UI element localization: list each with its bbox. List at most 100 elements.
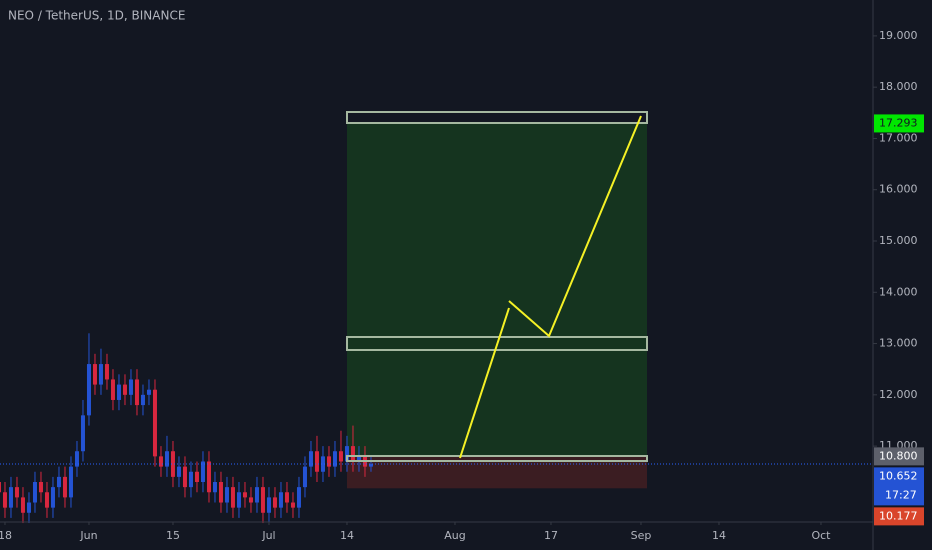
x-tick-label: 15 [166, 529, 180, 542]
y-tick-label: 14.000 [879, 285, 918, 298]
candle-body [116, 384, 121, 400]
candle-body [44, 492, 49, 508]
rectangle-drawing [346, 455, 648, 462]
candle-body [86, 364, 91, 416]
candle-body [140, 394, 145, 406]
candles [0, 333, 373, 524]
candle-body [248, 497, 253, 503]
x-tick-label: Sep [631, 529, 652, 542]
y-tick-label: 19.000 [879, 29, 918, 42]
y-tick-label: 12.000 [879, 388, 918, 401]
candle-body [134, 379, 139, 406]
candle-body [80, 415, 85, 452]
rectangle-drawing [346, 336, 648, 351]
candle-body [332, 451, 337, 467]
candle-body [98, 364, 103, 385]
candle-body [320, 456, 325, 472]
candle-body [260, 487, 265, 513]
price-label-box [874, 114, 924, 133]
candle-body [188, 471, 193, 488]
candle-body [296, 487, 301, 508]
candle-body [50, 487, 55, 508]
drawings [346, 111, 648, 462]
candle-body [152, 389, 157, 457]
candle-body [8, 487, 13, 508]
price-label-box [874, 447, 924, 466]
candle-body [236, 492, 241, 508]
y-tick-label: 18.000 [879, 80, 918, 93]
candle-body [146, 389, 151, 395]
candle-body [182, 466, 187, 488]
candle-body [254, 487, 259, 503]
chart-title: NEO / TetherUS, 1D, BINANCE [8, 9, 185, 23]
candle-body [326, 456, 331, 467]
price-label: 10.177 [879, 509, 918, 522]
candle-body [212, 482, 217, 493]
candle-body [122, 384, 127, 395]
candle-body [314, 451, 319, 472]
candle-body [0, 482, 1, 493]
x-tick-label: Jul [261, 529, 275, 542]
price-label: 10.652 [879, 469, 918, 482]
candle-body [206, 461, 211, 493]
candle-body [284, 492, 289, 503]
x-tick-label: Oct [811, 529, 831, 542]
candle-body [278, 492, 283, 508]
candle-body [242, 492, 247, 498]
x-tick-label: 14 [340, 529, 354, 542]
y-tick-label: 15.000 [879, 234, 918, 247]
candle-body [62, 476, 67, 498]
x-tick-label: Jun [79, 529, 97, 542]
candle-body [368, 464, 373, 467]
x-tick-label: Aug [444, 529, 465, 542]
candle-body [38, 482, 43, 493]
x-tick-label: 18 [0, 529, 12, 542]
price-label: 10.800 [879, 449, 918, 462]
rectangle-drawing [346, 111, 648, 124]
y-tick-label: 16.000 [879, 183, 918, 196]
path-drawing [459, 307, 510, 459]
profit-zone [347, 123, 647, 457]
candle-body [224, 487, 229, 503]
candle-body [26, 502, 31, 513]
candle-body [356, 456, 361, 462]
candle-body [104, 364, 109, 380]
price-label-box [874, 507, 924, 526]
candle-body [302, 466, 307, 488]
price-label: 17.293 [879, 116, 918, 129]
candle-body [200, 461, 205, 483]
candle-body [74, 451, 79, 467]
candle-body [128, 379, 133, 395]
x-tick-label: 14 [712, 529, 726, 542]
candle-body [92, 364, 97, 385]
y-tick-label: 17.000 [879, 131, 918, 144]
price-label-box [874, 467, 924, 506]
candle-body [338, 451, 343, 462]
x-tick-label: 17 [544, 529, 558, 542]
candle-body [32, 482, 37, 503]
position-tool [347, 123, 647, 489]
candle-body [164, 451, 169, 467]
candle-body [344, 446, 349, 462]
candle-body [290, 502, 295, 508]
candle-body [266, 497, 271, 513]
candle-body [170, 451, 175, 477]
candle-body [14, 487, 19, 498]
candle-body [350, 446, 355, 462]
candle-body [110, 379, 115, 400]
candle-body [218, 482, 223, 503]
candle-body [158, 456, 163, 467]
candle-body [230, 487, 235, 508]
candle-body [272, 497, 277, 508]
candle-body [20, 497, 25, 513]
candle-body [308, 451, 313, 467]
path-drawing [508, 115, 642, 338]
candle-body [176, 466, 181, 477]
price-countdown: 17:27 [885, 488, 917, 501]
candle-body [194, 471, 199, 483]
candle-body [2, 492, 7, 508]
candle-body [68, 466, 73, 498]
y-tick-label: 13.000 [879, 337, 918, 350]
candle-body [56, 476, 61, 488]
